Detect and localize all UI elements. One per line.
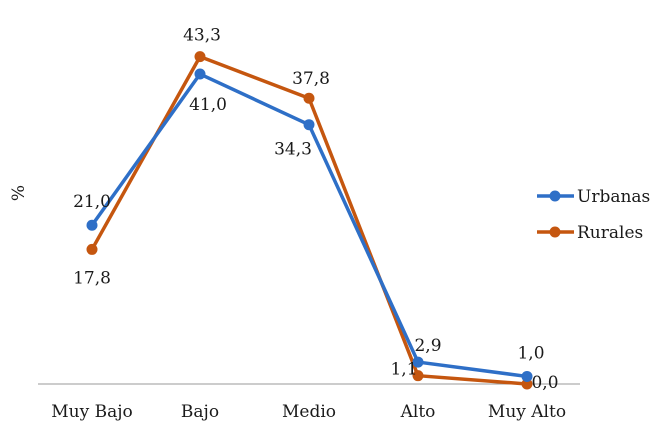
data-point-urbanas — [412, 356, 424, 368]
data-label-rurales: 1,1 — [390, 360, 417, 380]
data-label-rurales: 37,8 — [292, 69, 330, 89]
data-label-urbanas: 2,9 — [414, 336, 441, 356]
x-tick-label: Alto — [400, 402, 436, 421]
y-axis-label: % — [9, 185, 29, 201]
data-point-urbanas — [194, 68, 206, 80]
data-label-rurales: 0,0 — [531, 373, 558, 393]
data-point-urbanas — [86, 219, 98, 231]
data-label-rurales: 17,8 — [73, 268, 111, 288]
legend-swatch-marker — [549, 226, 561, 238]
data-label-urbanas: 34,3 — [274, 140, 312, 160]
legend-label-rurales: Rurales — [577, 223, 643, 243]
x-tick-label: Muy Bajo — [51, 402, 133, 421]
series-line-rurales — [90, 54, 528, 386]
legend: Urbanas Rurales — [537, 187, 650, 243]
data-point-rurales — [303, 92, 315, 104]
data-label-urbanas: 41,0 — [189, 95, 227, 115]
data-label-rurales: 43,3 — [183, 26, 221, 46]
plot-area: Muy Bajo Bajo Medio Alto Muy Alto 21,0 41,0 34,… — [51, 26, 566, 421]
legend-swatch-marker — [549, 190, 561, 202]
data-label-urbanas: 1,0 — [517, 343, 544, 363]
data-point-rurales — [86, 243, 98, 255]
data-point-urbanas — [303, 119, 315, 131]
x-tick-label: Bajo — [181, 402, 219, 421]
data-point-rurales — [194, 51, 206, 63]
data-point-urbanas — [521, 370, 533, 382]
x-tick-label: Medio — [282, 402, 336, 421]
data-point-rurales — [521, 378, 533, 390]
legend-label-urbanas: Urbanas — [577, 187, 650, 207]
data-point-rurales — [412, 370, 424, 382]
x-tick-label: Muy Alto — [488, 402, 566, 421]
data-label-urbanas: 21,0 — [73, 192, 111, 212]
